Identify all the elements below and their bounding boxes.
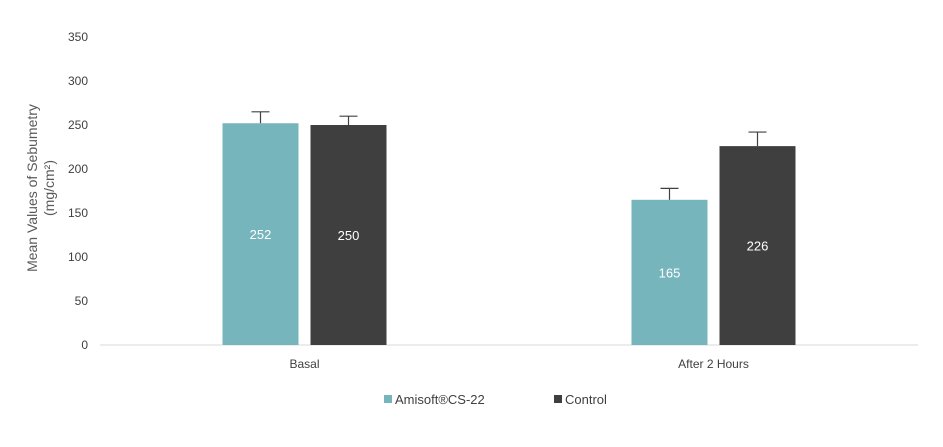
- bar: [719, 146, 796, 345]
- y-axis-label-line2: (mg/cm²): [41, 160, 57, 216]
- data-label: 250: [338, 228, 360, 243]
- y-tick-label: 100: [68, 250, 88, 264]
- y-axis-label: Mean Values of Sebumetry (mg/cm²): [24, 104, 57, 272]
- y-axis-label-line1: Mean Values of Sebumetry: [24, 104, 40, 272]
- bar: [310, 125, 387, 345]
- y-tick-label: 250: [68, 118, 88, 132]
- data-label: 252: [250, 227, 272, 242]
- legend-label: Control: [565, 392, 607, 407]
- legend: Amisoft®CS-22 Control: [384, 392, 607, 407]
- y-tick-label: 300: [68, 74, 88, 88]
- y-tick-label: 350: [68, 30, 88, 44]
- y-tick-label: 0: [81, 338, 88, 352]
- bars: 252 250 165 226: [222, 111, 796, 346]
- legend-label: Amisoft®CS-22: [395, 392, 485, 407]
- bar: [631, 199, 708, 345]
- x-axis-categories: Basal After 2 Hours: [289, 357, 748, 371]
- legend-swatch: [554, 395, 562, 403]
- y-tick-label: 200: [68, 162, 88, 176]
- data-label: 165: [659, 265, 681, 280]
- data-label: 226: [747, 239, 769, 254]
- x-category-label: After 2 Hours: [678, 357, 749, 371]
- y-tick-label: 150: [68, 206, 88, 220]
- y-tick-label: 50: [75, 294, 89, 308]
- legend-swatch: [384, 395, 392, 403]
- y-axis-ticks: 0 50 100 150 200 250 300 350: [68, 30, 88, 352]
- bar: [222, 123, 299, 346]
- x-category-label: Basal: [289, 357, 319, 371]
